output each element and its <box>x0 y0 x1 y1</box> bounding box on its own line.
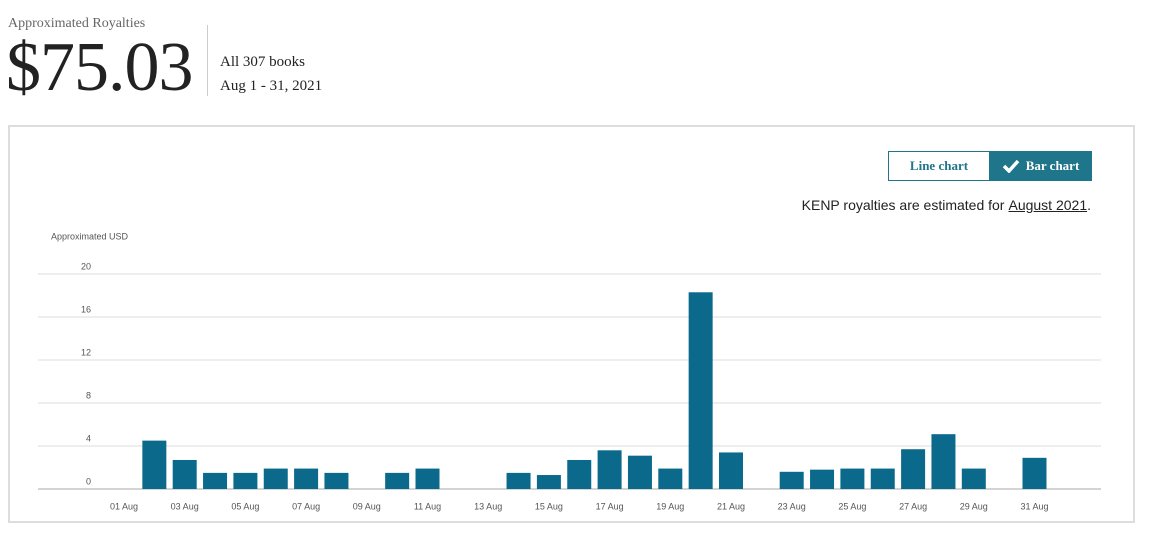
x-tick-label: 21 Aug <box>717 501 745 511</box>
bar <box>142 440 167 489</box>
bar <box>385 472 410 489</box>
bar <box>1022 457 1047 489</box>
bar <box>810 469 835 489</box>
x-tick-label: 27 Aug <box>899 501 927 511</box>
bar <box>597 450 622 489</box>
bar <box>263 468 288 489</box>
x-tick-label: 17 Aug <box>596 501 624 511</box>
x-tick-label: 07 Aug <box>292 501 320 511</box>
x-tick-label: 09 Aug <box>353 501 381 511</box>
bar <box>506 472 531 489</box>
bar <box>779 471 804 489</box>
y-tick-label: 0 <box>86 476 91 486</box>
bar <box>627 455 652 489</box>
bar <box>324 472 349 489</box>
x-tick-label: 29 Aug <box>960 501 988 511</box>
bar <box>203 472 228 489</box>
note-text: KENP royalties are estimated for <box>801 197 1005 213</box>
x-tick-label: 23 Aug <box>778 501 806 511</box>
bar-chart-button[interactable]: Bar chart <box>989 151 1092 181</box>
divider <box>207 25 208 96</box>
label: Bar chart <box>1025 158 1080 173</box>
bar <box>233 472 258 489</box>
bar <box>840 468 865 489</box>
y-tick-label: 12 <box>81 347 91 357</box>
bar <box>294 468 319 489</box>
bar <box>688 292 713 489</box>
bar <box>901 449 926 489</box>
chart-panel <box>8 125 1135 523</box>
x-tick-label: 25 Aug <box>838 501 866 511</box>
line-chart-button[interactable]: Line chart <box>888 151 990 181</box>
bar <box>931 434 956 489</box>
bar <box>415 468 440 489</box>
label: Line chart <box>909 158 969 173</box>
books: All 307 books <box>220 54 306 70</box>
y-tick-label: 16 <box>81 304 91 314</box>
y-tick-label: 8 <box>86 390 91 400</box>
x-tick-label: 11 Aug <box>414 501 441 511</box>
y-tick-label: 20 <box>81 261 91 271</box>
bar <box>567 459 592 489</box>
note-end: . <box>1087 197 1091 213</box>
x-tick-label: 13 Aug <box>474 501 502 511</box>
x-tick-label: 01 Aug <box>110 501 138 511</box>
period: Aug 1 - 31, 2021 <box>220 78 323 94</box>
title: Approximated Royalties <box>8 16 146 31</box>
y-axis-title: Approximated USD <box>51 231 129 241</box>
x-tick-label: 03 Aug <box>171 501 199 511</box>
x-tick-label: 05 Aug <box>231 501 259 511</box>
bar <box>719 452 743 489</box>
bar <box>536 475 561 489</box>
period-link[interactable]: August 2021 <box>1008 197 1088 213</box>
x-tick-label: 31 Aug <box>1020 501 1048 511</box>
x-tick-label: 19 Aug <box>656 501 684 511</box>
bar <box>870 468 895 489</box>
amount: $75.03 <box>6 29 193 106</box>
bar <box>658 468 683 489</box>
check-icon <box>1002 159 1020 173</box>
x-tick-label: 15 Aug <box>535 501 563 511</box>
bar <box>961 468 986 489</box>
y-tick-label: 4 <box>86 433 91 443</box>
note: KENP royalties are estimated for August 2… <box>802 197 1091 213</box>
bar <box>172 459 197 489</box>
